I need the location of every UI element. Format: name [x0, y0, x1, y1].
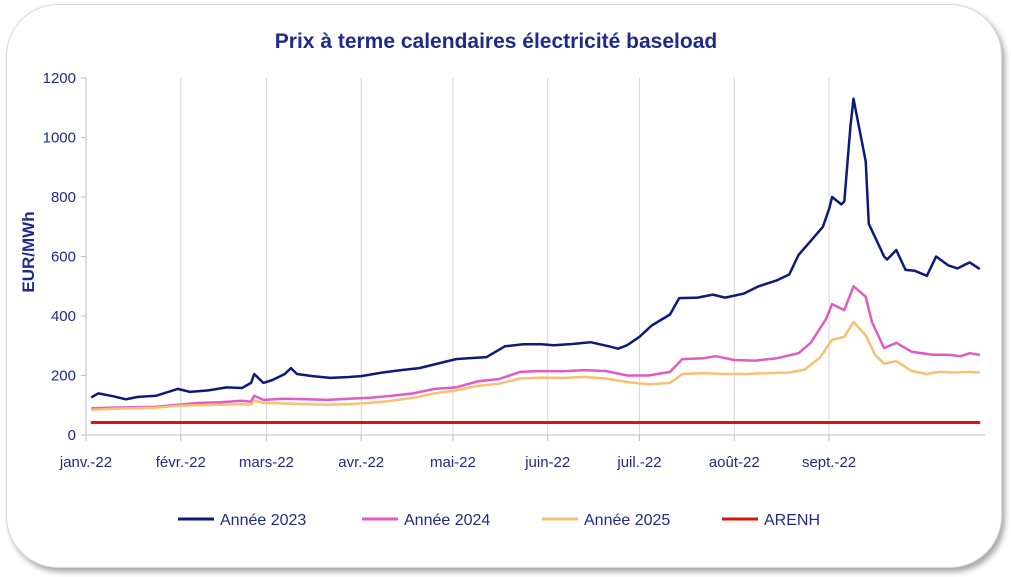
plot-area: janv.-22 févr.-22 mars-22 avr.-22 mai-22 juin…: [43, 70, 985, 471]
legend-label: Année 2025: [584, 512, 670, 529]
legend-label: ARENH: [764, 512, 820, 529]
legend: Année 2023 Année 2024 Année 2025 ARENH: [178, 512, 820, 529]
series-line-annee-2023: [90, 97, 981, 401]
y-tick-label: 400: [51, 308, 76, 325]
x-tick-label: juin-22: [524, 454, 570, 471]
legend-item-annee-2025: Année 2025: [542, 512, 670, 529]
y-axis-label: EUR/MWh: [19, 211, 38, 292]
x-tick-label: août-22: [709, 454, 760, 471]
series-line-annee-2024: [90, 285, 981, 410]
chart-title: Prix à terme calendaires électricité bas…: [275, 30, 717, 53]
x-tick-label: janv.-22: [59, 454, 112, 471]
y-tick-label: 1000: [43, 130, 76, 147]
x-tick-label: avr.-22: [338, 454, 384, 471]
x-tick-label: mars-22: [239, 454, 294, 471]
x-tick-label: févr.-22: [156, 454, 206, 471]
y-tick-label: 200: [51, 368, 76, 385]
x-tick-label: juil.-22: [616, 454, 661, 471]
legend-item-arenh: ARENH: [722, 512, 820, 529]
legend-item-annee-2024: Année 2024: [362, 512, 490, 529]
series-line-annee-2025: [90, 320, 981, 411]
x-tick-label: sept.-22: [802, 454, 856, 471]
chart-card: [6, 4, 1002, 568]
y-tick-label: 800: [51, 189, 76, 206]
legend-label: Année 2023: [220, 512, 306, 529]
y-tick-label: 0: [68, 427, 76, 444]
y-tick-label: 1200: [43, 70, 76, 87]
y-tick-label: 600: [51, 249, 76, 266]
legend-label: Année 2024: [404, 512, 490, 529]
legend-item-annee-2023: Année 2023: [178, 512, 306, 529]
x-tick-label: mai-22: [430, 454, 476, 471]
